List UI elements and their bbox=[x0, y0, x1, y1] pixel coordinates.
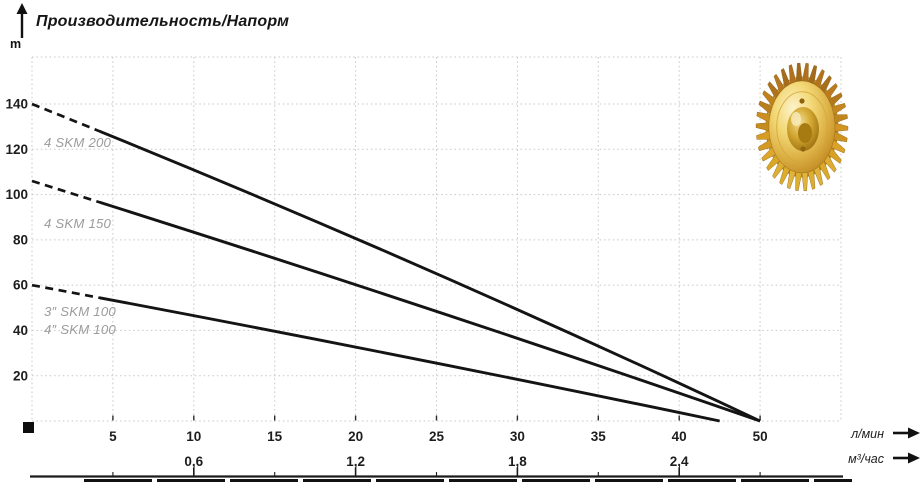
impeller-blade bbox=[761, 147, 776, 162]
x-tick-label: 50 bbox=[753, 429, 768, 444]
impeller-blade bbox=[788, 64, 797, 85]
impeller-blade bbox=[831, 103, 846, 115]
impeller-ring bbox=[776, 91, 828, 163]
impeller-blade bbox=[756, 130, 771, 140]
impeller-blade bbox=[819, 75, 832, 94]
impeller-blade bbox=[828, 147, 842, 164]
impeller-blade bbox=[758, 139, 773, 151]
y-tick-label: 40 bbox=[13, 323, 28, 338]
curve-label: 3″ SKM 100 bbox=[44, 304, 116, 319]
impeller-blade bbox=[833, 131, 848, 143]
impeller-blades bbox=[755, 62, 849, 192]
y-tick-label: 20 bbox=[13, 368, 28, 383]
y-tick-label: 80 bbox=[13, 232, 28, 247]
y-tick-label: 140 bbox=[5, 97, 28, 112]
impeller-blade bbox=[831, 139, 846, 154]
impeller-blade bbox=[808, 65, 818, 85]
x2-tick-label: 1,8 bbox=[508, 454, 527, 469]
impeller-blade bbox=[833, 114, 848, 124]
impeller-blade bbox=[756, 111, 771, 123]
chart-generated-layer: 20 40 60 80 100 120 140 5 10 15 20 25 30 35 40 50 0,6 1,2… bbox=[5, 56, 852, 482]
impeller-blade bbox=[758, 100, 773, 115]
x-axis-arrow-icon bbox=[893, 427, 920, 439]
impeller-hub-highlight bbox=[791, 112, 801, 126]
impeller-blade bbox=[762, 90, 776, 107]
impeller-blade bbox=[786, 169, 796, 189]
pump-curve-dashed-segment bbox=[31, 102, 100, 133]
chart-title: Производительность/Напорм bbox=[36, 13, 289, 30]
y-tick-label: 60 bbox=[13, 278, 28, 293]
impeller-blade bbox=[773, 73, 785, 94]
x2-axis-unit-label: м³/час bbox=[848, 452, 885, 466]
x-tick-label: 35 bbox=[591, 429, 607, 444]
x-tick-label: 25 bbox=[429, 429, 445, 444]
x2-tick-label: 1,2 bbox=[346, 454, 365, 469]
curve-label: 4 SKM 150 bbox=[44, 216, 112, 231]
impeller-blade bbox=[772, 160, 785, 179]
pump-curve bbox=[100, 296, 720, 423]
impeller-blade bbox=[766, 154, 780, 171]
impeller-blade bbox=[834, 122, 849, 132]
y-tick-label: 100 bbox=[5, 187, 28, 202]
impeller-blade bbox=[807, 169, 816, 190]
impeller-blade bbox=[813, 166, 824, 186]
x2-tick-label: 2,4 bbox=[670, 454, 689, 469]
x-tick-label: 15 bbox=[267, 429, 283, 444]
pump-curve bbox=[100, 200, 761, 423]
impeller-hub-core bbox=[798, 123, 812, 143]
impeller-blade bbox=[819, 160, 831, 181]
curve-label: 4″ SKM 100 bbox=[44, 322, 116, 337]
impeller-blade bbox=[780, 68, 791, 88]
x-tick-label: 5 bbox=[109, 429, 117, 444]
pump-curve bbox=[100, 129, 761, 423]
impeller-screw-bottom bbox=[800, 146, 806, 152]
x2-axis-arrow-icon bbox=[893, 452, 920, 464]
impeller-blade bbox=[801, 62, 809, 82]
impeller-image bbox=[755, 62, 849, 192]
impeller-blade bbox=[779, 165, 791, 185]
x-tick-label: 30 bbox=[510, 429, 525, 444]
x-tick-label: 20 bbox=[348, 429, 363, 444]
impeller-blade bbox=[828, 92, 843, 107]
impeller-blade bbox=[801, 172, 809, 192]
curve-label: 4 SKM 200 bbox=[44, 135, 112, 150]
impeller-blade bbox=[813, 69, 825, 89]
impeller-blade bbox=[795, 172, 803, 192]
impeller-blade bbox=[767, 81, 781, 100]
x-tick-label: 40 bbox=[672, 429, 687, 444]
impeller-blade bbox=[755, 122, 770, 132]
y-tick-label: 120 bbox=[5, 142, 28, 157]
x2-tick-label: 0,6 bbox=[184, 454, 203, 469]
impeller-blade bbox=[824, 83, 838, 100]
origin-square-marker bbox=[23, 422, 34, 433]
impeller-blade bbox=[823, 154, 837, 173]
x-axis-unit-label: л/мин bbox=[850, 427, 884, 441]
y-axis-unit-label: m bbox=[10, 37, 21, 51]
y-axis-arrow-icon bbox=[16, 3, 28, 38]
x-tick-label: 10 bbox=[186, 429, 201, 444]
impeller-blade bbox=[795, 62, 803, 82]
impeller-screw-top bbox=[799, 98, 805, 104]
